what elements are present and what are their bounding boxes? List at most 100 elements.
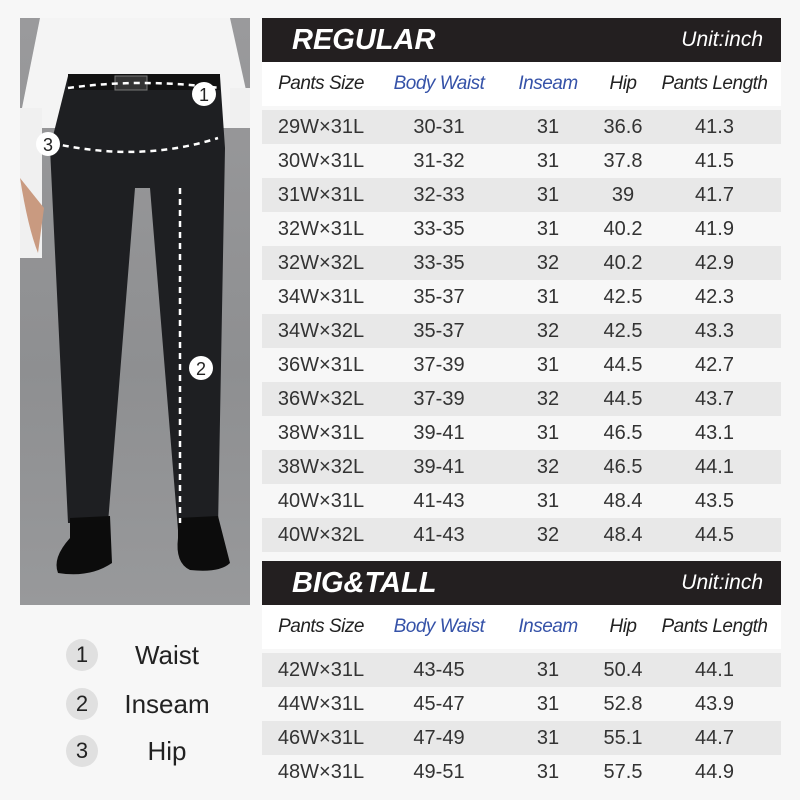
big-tall-size-table: BIG&TALL Unit:inch Pants Size Body Waist …	[262, 561, 781, 789]
table-cell: 31	[536, 353, 560, 376]
pants-illustration: 1 2 3	[20, 18, 250, 575]
table-cell: 43-45	[413, 658, 465, 681]
table-cell: 32	[536, 523, 560, 546]
table-cell: 32W×32L	[277, 251, 365, 274]
table-cell: 43.1	[695, 421, 734, 444]
col-hip: Hip	[609, 616, 637, 637]
table-row: 42W×31L 43-45 31 50.4 44.1	[262, 653, 781, 687]
table-cell: 40.2	[603, 251, 643, 274]
table-cell: 44.5	[603, 387, 643, 410]
table-body: 42W×31L 43-45 31 50.4 44.1 44W×31L 45-47 31 52.8…	[262, 653, 781, 789]
svg-text:3: 3	[43, 135, 53, 155]
table-cell: 41.7	[695, 183, 734, 206]
table-cell: 37-39	[413, 387, 465, 410]
table-cell: 40.2	[603, 217, 643, 240]
table-cell: 34W×31L	[277, 285, 365, 308]
table-cell: 42.5	[603, 285, 643, 308]
table-cell: 32	[536, 455, 560, 478]
table-cell: 33-35	[413, 251, 465, 274]
table-cell: 32W×31L	[277, 217, 365, 240]
col-body-waist: Body Waist	[393, 73, 485, 94]
table-cell: 30W×31L	[277, 149, 365, 172]
table-cell: 42.3	[695, 285, 734, 308]
table-cell: 39-41	[413, 421, 465, 444]
table-cell: 36W×31L	[277, 353, 365, 376]
table-cell: 44.5	[603, 353, 643, 376]
table-cell: 48.4	[603, 489, 643, 512]
col-pants-size: Pants Size	[278, 73, 364, 94]
table-cell: 31	[536, 421, 560, 444]
col-hip: Hip	[609, 73, 637, 94]
legend-hip: 3 Hip	[66, 733, 236, 769]
table-cell: 52.8	[603, 692, 643, 715]
table-cell: 43.9	[695, 692, 734, 715]
legend-inseam: 2 Inseam	[66, 686, 236, 722]
table-cell: 43.7	[695, 387, 734, 410]
table-row: 31W×31L 32-33 31 39 41.7	[262, 178, 781, 212]
table-cell: 31	[536, 217, 560, 240]
table-cell: 31	[536, 183, 560, 206]
table-cell: 32	[536, 387, 560, 410]
table-cell: 46.5	[603, 421, 643, 444]
table-cell: 43.3	[695, 319, 734, 342]
table-row: 38W×32L 39-41 32 46.5 44.1	[262, 450, 781, 484]
table-title: BIG&TALL	[292, 566, 437, 599]
table-title-bar: BIG&TALL Unit:inch	[262, 561, 781, 605]
table-cell: 31	[536, 285, 560, 308]
table-cell: 35-37	[413, 285, 465, 308]
unit-label: Unit:inch	[681, 28, 763, 51]
table-cell: 42.7	[695, 353, 734, 376]
table-cell: 49-51	[413, 760, 465, 783]
table-cell: 35-37	[413, 319, 465, 342]
table-cell: 31	[536, 149, 560, 172]
table-cell: 30-31	[413, 115, 465, 138]
marker-waist: 1	[192, 82, 216, 106]
table-cell: 48.4	[603, 523, 643, 546]
table-cell: 48W×31L	[277, 760, 365, 783]
table-cell: 31-32	[413, 149, 465, 172]
table-row: 46W×31L 47-49 31 55.1 44.7	[262, 721, 781, 755]
table-cell: 32	[536, 319, 560, 342]
table-row: 38W×31L 39-41 31 46.5 43.1	[262, 416, 781, 450]
table-cell: 39	[611, 183, 635, 206]
table-cell: 45-47	[413, 692, 465, 715]
legend-number: 1	[66, 639, 98, 671]
table-cell: 31	[536, 658, 560, 681]
marker-hip: 3	[36, 132, 60, 156]
column-headers: Pants Size Body Waist Inseam Hip Pants L…	[262, 62, 781, 106]
table-row: 32W×32L 33-35 32 40.2 42.9	[262, 246, 781, 280]
table-cell: 41.5	[695, 149, 734, 172]
table-cell: 33-35	[413, 217, 465, 240]
table-row: 36W×32L 37-39 32 44.5 43.7	[262, 382, 781, 416]
col-inseam: Inseam	[518, 616, 578, 637]
table-row: 36W×31L 37-39 31 44.5 42.7	[262, 348, 781, 382]
table-cell: 32	[536, 251, 560, 274]
table-cell: 42.5	[603, 319, 643, 342]
table-cell: 57.5	[603, 760, 643, 783]
legend-waist: 1 Waist	[66, 637, 236, 673]
table-cell: 44.1	[695, 455, 734, 478]
table-cell: 31	[536, 489, 560, 512]
table-cell: 42.9	[695, 251, 734, 274]
regular-size-table: REGULAR Unit:inch Pants Size Body Waist I…	[262, 18, 781, 552]
table-cell: 41.9	[695, 217, 734, 240]
table-cell: 32-33	[413, 183, 465, 206]
table-cell: 41-43	[413, 489, 465, 512]
unit-label: Unit:inch	[681, 571, 763, 594]
table-cell: 31W×31L	[277, 183, 365, 206]
table-cell: 44.5	[695, 523, 734, 546]
table-cell: 34W×32L	[277, 319, 365, 342]
table-cell: 38W×32L	[277, 455, 365, 478]
col-pants-length: Pants Length	[661, 73, 768, 94]
table-row: 40W×31L 41-43 31 48.4 43.5	[262, 484, 781, 518]
svg-text:1: 1	[199, 85, 209, 105]
table-row: 34W×31L 35-37 31 42.5 42.3	[262, 280, 781, 314]
table-title-bar: REGULAR Unit:inch	[262, 18, 781, 62]
table-cell: 31	[536, 760, 560, 783]
legend-number: 2	[66, 688, 98, 720]
table-cell: 42W×31L	[277, 658, 365, 681]
table-row: 29W×31L 30-31 31 36.6 41.3	[262, 110, 781, 144]
legend-label: Inseam	[124, 688, 210, 719]
table-cell: 43.5	[695, 489, 734, 512]
table-row: 30W×31L 31-32 31 37.8 41.5	[262, 144, 781, 178]
